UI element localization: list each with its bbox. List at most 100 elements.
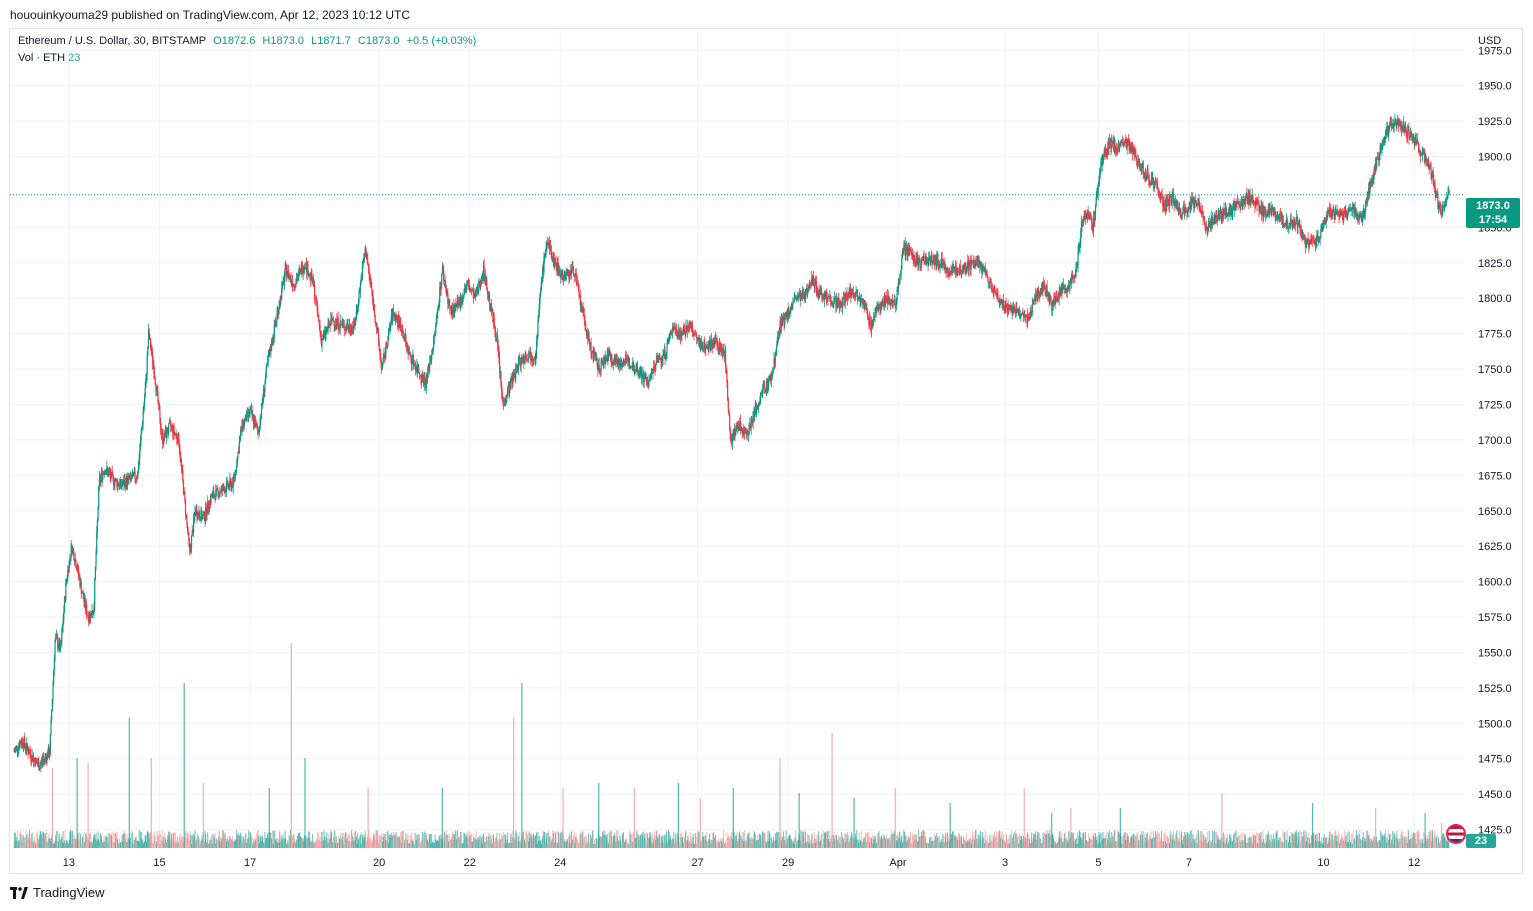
candle-body [629,367,631,369]
candle-body [736,425,738,429]
candle-body [371,288,373,291]
candle-body [312,276,314,286]
candle-body [760,392,762,394]
candle-body [258,429,261,433]
candle-body [367,260,369,265]
candle-body [622,361,624,365]
candle-body [113,484,115,486]
candle-body [794,297,797,299]
candle-body [199,518,201,521]
candle-body [481,278,483,280]
candle-body [29,751,31,755]
candle-body [108,472,110,477]
candle-body [940,257,943,264]
candle-body [517,367,519,370]
candle-body [516,364,518,368]
candle-body [473,292,475,299]
candle-body [621,365,623,367]
candle-body [662,353,664,359]
candle-body [835,299,838,308]
candle-body [326,328,329,331]
candle-body [614,355,616,361]
candle-body [931,255,933,264]
candle-body [108,472,111,474]
candle-body [781,317,783,320]
candle-body [947,268,949,274]
candle-body [203,511,205,521]
candle-body [700,340,702,347]
candle-body [532,359,534,361]
candle-body [698,338,700,341]
candle-body [796,296,798,301]
candle-body [396,315,398,320]
candle-body [176,439,179,444]
candle-body [358,291,360,304]
candle-body [603,358,605,363]
candle-body [207,501,209,514]
candle-body [92,613,94,615]
candle-body [48,748,50,757]
candle-body [579,294,581,296]
candle-body [85,604,87,609]
candle-body [634,372,636,374]
candle-body [550,246,552,252]
candle-body [107,470,109,477]
candle-body [949,271,951,274]
candle-body [36,763,39,765]
candle-body [490,303,493,312]
candle-body [821,293,823,295]
candle-body [538,304,540,316]
candle-body [547,242,549,245]
candle-body [260,403,263,417]
candle-body [242,419,244,429]
candle-body [437,309,439,314]
candle-body [58,641,60,648]
candle-body [135,478,138,480]
candle-body [754,406,756,412]
candle-body [862,300,865,305]
candle-body [776,337,778,345]
candle-body [492,309,494,322]
candle-body [704,341,706,353]
candle-body [607,352,609,360]
candle-body [779,320,781,334]
candle-body [928,257,930,265]
candle-body [328,322,330,328]
candle-body [472,289,474,299]
candle-body [604,356,606,363]
candle-body [840,301,842,303]
candle-body [674,328,676,331]
candle-body [289,275,292,278]
candle-body [455,304,458,307]
candle-body [907,249,909,255]
candle-body [591,351,593,354]
candle-body [497,344,499,352]
candle-body [357,306,359,308]
candle-body [752,411,754,424]
candle-body [215,489,217,500]
candle-body [198,512,200,517]
candle-body [193,516,195,518]
candle-body [741,428,743,429]
candle-body [858,298,861,301]
candle-body [51,698,53,712]
candle-body [451,308,454,316]
candle-body [744,428,746,434]
candle-body [733,428,735,438]
candle-body [678,330,680,334]
candle-body [616,358,618,362]
candle-body [679,333,682,339]
candle-body [751,420,754,424]
candle-body [870,320,873,331]
candle-body [331,317,333,321]
candle-body [255,421,257,425]
candle-body [887,295,889,304]
candle-body [155,386,158,392]
candle-body [354,324,356,326]
candle-body [749,424,752,429]
candle-body [379,349,381,354]
candle-body [316,300,318,303]
candle-body [251,410,253,417]
candle-body [330,319,332,326]
